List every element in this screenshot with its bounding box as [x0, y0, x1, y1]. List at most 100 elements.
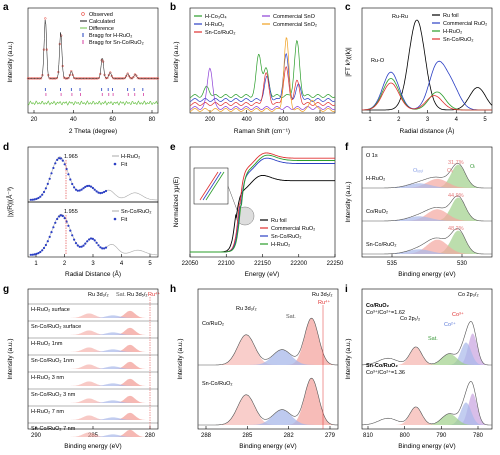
observed-point [132, 75, 135, 79]
legend-marker [113, 217, 117, 221]
ru52-fill [28, 361, 158, 369]
fit-point [91, 186, 94, 190]
observed-point [107, 73, 111, 77]
fit-point [84, 242, 87, 245]
annotation-ol: Oₗ [470, 164, 475, 170]
legend-label: Bragg for Sn-Co/RuO₂ [89, 40, 144, 46]
vacancy-o-fill [362, 239, 492, 254]
depth-row-label: H-RuO₂ 1nm [31, 341, 63, 347]
panel-h-ylabel: Intensity (a.u.) [177, 338, 184, 379]
fit-point [42, 190, 46, 194]
panel-label-d: d [3, 142, 9, 153]
annotation-ru32: Ru 3d₃/₂ [88, 292, 109, 298]
panel-g: g Binding energy (eV) Intensity (a.u.) 2… [3, 284, 160, 450]
observed-point [127, 74, 131, 78]
x-tick-label: 200 [205, 117, 216, 123]
fit-point [86, 240, 89, 243]
x-tick-label: 288 [201, 433, 212, 439]
panel-label-f: f [345, 142, 349, 153]
depth-row-label: H-RuO₂ 3 nm [31, 375, 64, 381]
depth-row-label: Sn-Co/RuO₂ surface [31, 324, 81, 330]
fit-point [84, 185, 87, 188]
envelope-line [198, 377, 339, 426]
x-tick-label: 3 [426, 117, 430, 123]
ru32-fill [28, 432, 158, 437]
fit-point [99, 192, 102, 195]
panel-i-xlabel: Binding energy (eV) [398, 443, 455, 450]
observed-point [136, 76, 139, 80]
fit-point [63, 217, 66, 220]
annotation-ru32: Ru 3d₃/₂ [236, 306, 257, 312]
annotation-ov: Oᵥ [447, 168, 453, 174]
x-tick-label: 22200 [290, 261, 307, 267]
fit-point [33, 198, 36, 201]
ov-percent: 31.7% [448, 160, 464, 166]
observed-point [67, 76, 70, 80]
legend-label: Observed [89, 12, 113, 18]
fit-point [95, 241, 98, 244]
fit-point [101, 247, 104, 250]
x-tick-label: 4 [455, 117, 459, 123]
panel-label-a: a [3, 2, 9, 13]
fit-point [46, 182, 49, 185]
legend-label: Sn-Co/RuO₂ [205, 30, 236, 36]
panel-label-g: g [3, 284, 9, 295]
annotation-sat: Sat. [428, 336, 438, 342]
ru52-fill [198, 318, 338, 365]
fit-point [76, 244, 79, 247]
legend-label: Commercial SnO₂ [273, 22, 317, 28]
exafs-line [362, 19, 493, 111]
x-tick-label: 3 [91, 261, 95, 267]
ru32-fill [198, 334, 338, 365]
sat-fill [198, 349, 338, 365]
panel-label-e: e [170, 142, 176, 153]
fit-point [80, 245, 83, 248]
fit-point [89, 185, 93, 188]
panel-i: i Binding energy (eV) Intensity (a.u.) 8… [345, 284, 493, 450]
ru52-fill [28, 395, 158, 403]
raman-line [189, 39, 336, 98]
fit-point [67, 173, 70, 176]
legend-label: Fit [121, 217, 128, 223]
raman-line [189, 52, 336, 102]
legend-label: Difference [89, 26, 114, 32]
sample-label: Sn-Co/RuO₂ [366, 363, 398, 369]
fit-point [82, 187, 85, 190]
panel-d-xlabel: Radial Distance (Å) [65, 269, 121, 278]
fit-point [74, 188, 78, 191]
sample-label: Sn-Co/RuO₂ [366, 242, 397, 248]
x-tick-label: 20 [31, 117, 38, 123]
panel-f-ylabel: Intensity (a.u.) [345, 181, 352, 222]
fit-point [56, 217, 59, 221]
panel-i-ylabel: Intensity (a.u.) [345, 338, 352, 379]
fit-point [104, 189, 108, 193]
x-tick-label: 279 [325, 433, 336, 439]
inset-line [202, 171, 222, 201]
legend-label: H-RuO₂ [205, 22, 224, 28]
legend-label: Bragg for H-RuO₂ [89, 33, 132, 39]
panel-f: f Binding energy (eV) Intensity (a.u.) O… [345, 142, 493, 278]
sample-label: Co/RuO₂ [202, 321, 224, 327]
fit-point [89, 237, 93, 240]
x-tick-label: 535 [387, 261, 398, 267]
panel-f-frame [361, 146, 493, 258]
fit-point [61, 159, 64, 162]
ov-percent: 48.2% [448, 226, 464, 232]
observed-point [126, 72, 129, 75]
fit-point [35, 252, 38, 255]
ru32-fill [198, 394, 338, 425]
ratio-label: Co³⁺/Co²⁺=1.62 [366, 309, 405, 316]
sn-co-ruo2-line [28, 213, 158, 256]
fit-point [33, 253, 36, 256]
observed-point [106, 76, 109, 80]
fit-point [76, 189, 79, 192]
annotation-sat: Sat. [286, 314, 296, 320]
fit-point [48, 235, 51, 238]
x-tick-label: 22250 [327, 261, 344, 267]
ru32-fill [28, 381, 158, 386]
observed-point [71, 73, 74, 77]
legend-label: Ru foil [443, 13, 459, 19]
panel-a: a 2 Theta (degree) Intensity (a.u.) 20 40… [3, 2, 160, 135]
panel-c-ylabel: |FT k³χ(k)| [345, 47, 352, 77]
sat-fill [198, 409, 338, 425]
